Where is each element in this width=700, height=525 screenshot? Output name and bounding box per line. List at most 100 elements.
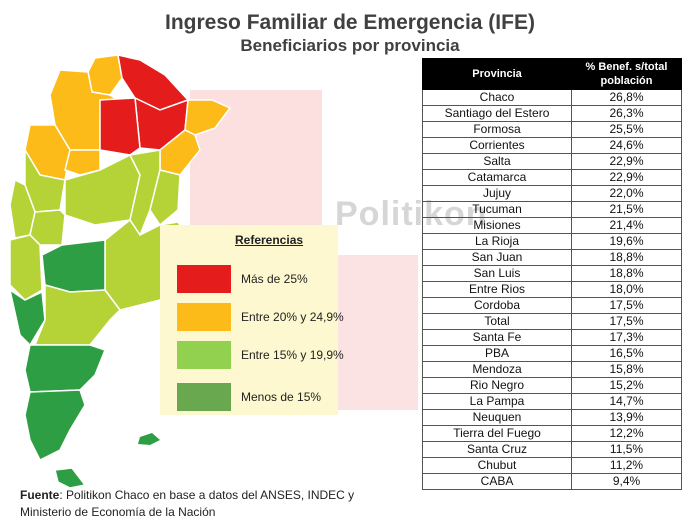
table-row: Tierra del Fuego 12,2% [422, 425, 682, 442]
cell-provincia: San Juan [422, 249, 572, 266]
cell-provincia: Jujuy [422, 185, 572, 202]
beneficiaries-table: Provincia % Benef. s/total población Cha… [422, 58, 682, 490]
cell-percentage: 12,2% [571, 425, 682, 442]
cell-percentage: 15,8% [571, 361, 682, 378]
province-santiago-del-estero [99, 97, 141, 156]
cell-percentage: 21,5% [571, 201, 682, 218]
cell-percentage: 26,8% [571, 89, 682, 106]
cell-provincia: Tierra del Fuego [422, 425, 572, 442]
table-row: San Juan 18,8% [422, 249, 682, 266]
cell-provincia: Total [422, 313, 572, 330]
cell-provincia: Chubut [422, 457, 572, 474]
table-row: Mendoza 15,8% [422, 361, 682, 378]
cell-percentage: 25,5% [571, 121, 682, 138]
table-row: Salta 22,9% [422, 153, 682, 170]
cell-provincia: Neuquen [422, 409, 572, 426]
cell-provincia: Salta [422, 153, 572, 170]
table-row: Total 17,5% [422, 313, 682, 330]
cell-percentage: 11,2% [571, 457, 682, 474]
legend-item-high: Más de 25% [177, 265, 308, 293]
table-row: Chaco 26,8% [422, 89, 682, 106]
cell-provincia: La Rioja [422, 233, 572, 250]
legend-swatch-mid [177, 341, 231, 369]
table-row: PBA 16,5% [422, 345, 682, 362]
column-header-percentage: % Benef. s/total población [571, 58, 682, 90]
cell-percentage: 18,8% [571, 249, 682, 266]
province-tierra-del-fuego [54, 467, 87, 489]
province-jujuy [87, 55, 123, 96]
province-mendoza [9, 234, 43, 301]
province-chubut [24, 344, 106, 393]
cell-provincia: Santa Fe [422, 329, 572, 346]
legend-item-low: Menos de 15% [177, 383, 321, 411]
cell-provincia: Corrientes [422, 137, 572, 154]
cell-provincia: Tucuman [422, 201, 572, 218]
cell-percentage: 22,0% [571, 185, 682, 202]
legend-swatch-low [177, 383, 231, 411]
table-row: Entre Rios 18,0% [422, 281, 682, 298]
cell-percentage: 17,3% [571, 329, 682, 346]
legend-title: Referencias [235, 233, 304, 247]
cell-provincia: Catamarca [422, 169, 572, 186]
legend-item-mid: Entre 15% y 19,9% [177, 341, 344, 369]
table-row: CABA 9,4% [422, 473, 682, 490]
cell-provincia: Entre Rios [422, 281, 572, 298]
cell-percentage: 26,3% [571, 105, 682, 122]
table-row: Cordoba 17,5% [422, 297, 682, 314]
source-note: Fuente: Politikon Chaco en base a datos … [20, 487, 360, 521]
cell-percentage: 13,9% [571, 409, 682, 426]
cell-percentage: 11,5% [571, 441, 682, 458]
table-header-row: Provincia % Benef. s/total población [422, 58, 682, 90]
table-row: Tucuman 21,5% [422, 201, 682, 218]
page-subtitle: Beneficiarios por provincia [240, 36, 460, 55]
table-row: Jujuy 22,0% [422, 185, 682, 202]
legend-label-high: Más de 25% [241, 272, 308, 286]
cell-percentage: 9,4% [571, 473, 682, 490]
source-text: : Politikon Chaco en base a datos del AN… [20, 488, 355, 519]
map-legend: Referencias Más de 25% Entre 20% y 24,9%… [160, 225, 344, 415]
legend-label-mid: Entre 15% y 19,9% [241, 348, 344, 362]
table-row: La Rioja 19,6% [422, 233, 682, 250]
cell-percentage: 22,9% [571, 169, 682, 186]
table-row: Santiago del Estero 26,3% [422, 105, 682, 122]
cell-provincia: Santa Cruz [422, 441, 572, 458]
legend-swatch-mid-high [177, 303, 231, 331]
argentina-map [8, 55, 418, 489]
table-row: Rio Negro 15,2% [422, 377, 682, 394]
table-row: Catamarca 22,9% [422, 169, 682, 186]
table-row: Formosa 25,5% [422, 121, 682, 138]
cell-percentage: 21,4% [571, 217, 682, 234]
province-entre-rios [149, 169, 181, 227]
cell-percentage: 16,5% [571, 345, 682, 362]
highlight-box-bottom [338, 255, 418, 410]
cell-provincia: Rio Negro [422, 377, 572, 394]
chart-title-block: Ingreso Familiar de Emergencia (IFE) Ben… [0, 10, 700, 56]
cell-percentage: 19,6% [571, 233, 682, 250]
legend-swatch-high [177, 265, 231, 293]
source-label: Fuente [20, 488, 60, 502]
table-row: San Luis 18,8% [422, 265, 682, 282]
cell-percentage: 24,6% [571, 137, 682, 154]
table-row: Misiones 21,4% [422, 217, 682, 234]
province-santa-fe [128, 149, 161, 237]
cell-provincia: Misiones [422, 217, 572, 234]
cell-percentage: 18,0% [571, 281, 682, 298]
column-header-provincia: Provincia [422, 58, 572, 90]
cell-provincia: Chaco [422, 89, 572, 106]
table-row: La Pampa 14,7% [422, 393, 682, 410]
legend-label-mid-high: Entre 20% y 24,9% [241, 310, 344, 324]
province-santa-cruz [24, 389, 86, 462]
legend-item-mid-high: Entre 20% y 24,9% [177, 303, 344, 331]
cell-percentage: 17,5% [571, 297, 682, 314]
cell-provincia: San Luis [422, 265, 572, 282]
cell-provincia: La Pampa [422, 393, 572, 410]
table-row: Chubut 11,2% [422, 457, 682, 474]
table-row: Neuquen 13,9% [422, 409, 682, 426]
table-row: Corrientes 24,6% [422, 137, 682, 154]
cell-provincia: Mendoza [422, 361, 572, 378]
cell-provincia: Santiago del Estero [422, 105, 572, 122]
cell-percentage: 17,5% [571, 313, 682, 330]
cell-provincia: CABA [422, 473, 572, 490]
table-row: Santa Cruz 11,5% [422, 441, 682, 458]
cell-percentage: 15,2% [571, 377, 682, 394]
